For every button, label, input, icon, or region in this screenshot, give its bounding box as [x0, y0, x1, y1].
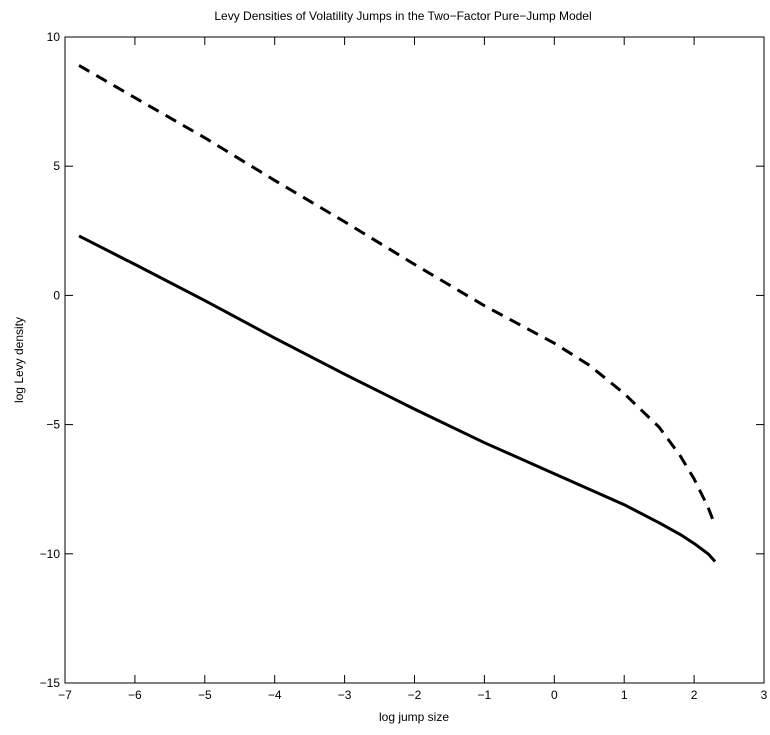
x-tick-label: −7: [58, 688, 72, 702]
x-axis-ticks: −7 −6 −5 −4 −3 −2 −1 0 1 2 3: [58, 37, 768, 702]
y-axis-ticks: −15 −10 −5 0 5 10: [40, 30, 764, 690]
x-tick-label: 0: [551, 688, 558, 702]
y-tick-label: 10: [47, 30, 61, 44]
y-tick-label: −5: [46, 418, 60, 432]
x-tick-label: −1: [478, 688, 492, 702]
y-tick-label: −10: [40, 547, 61, 561]
y-tick-label: 0: [53, 288, 60, 302]
x-tick-label: 2: [691, 688, 698, 702]
x-tick-label: 3: [761, 688, 768, 702]
x-tick-label: −6: [128, 688, 142, 702]
chart-title: Levy Densities of Volatility Jumps in th…: [214, 9, 591, 23]
plot-frame: [64, 36, 765, 684]
series-line-solid: [78, 234, 717, 563]
x-tick-label: 1: [621, 688, 628, 702]
x-tick-label: −2: [408, 688, 422, 702]
y-axis-label: log Levy density: [12, 317, 26, 403]
x-tick-label: −3: [338, 688, 352, 702]
y-tick-label: 5: [53, 159, 60, 173]
y-tick-label: −15: [40, 676, 61, 690]
x-tick-label: −4: [268, 688, 282, 702]
x-tick-label: −5: [198, 688, 212, 702]
series-layer: [78, 64, 717, 563]
series-line-dashed: [78, 64, 717, 526]
x-axis-label: log jump size: [379, 710, 449, 724]
